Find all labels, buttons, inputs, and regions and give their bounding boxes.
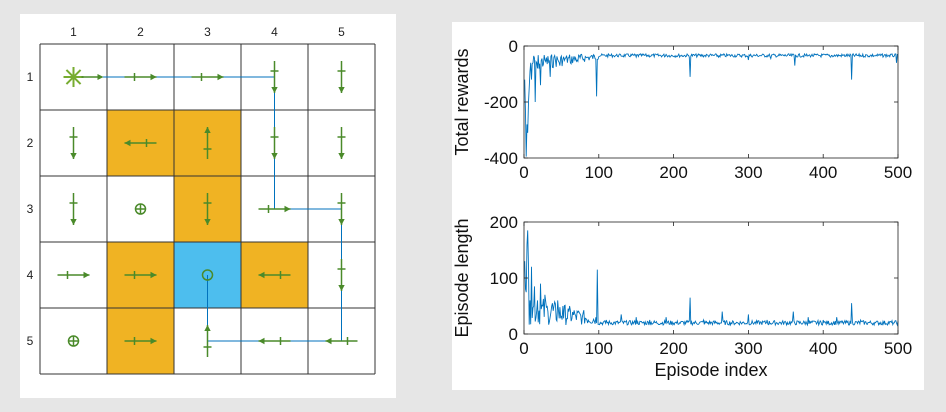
action-arrow-head xyxy=(150,73,157,81)
x-axis-label: Episode index xyxy=(654,360,767,380)
row-label: 5 xyxy=(27,334,34,348)
col-label: 4 xyxy=(271,25,278,39)
plot-frame xyxy=(523,45,899,159)
row-label: 4 xyxy=(27,268,34,282)
y-axis-label: Total rewards xyxy=(452,48,472,155)
x-tick-label: 400 xyxy=(809,163,837,182)
x-tick-label: 100 xyxy=(585,163,613,182)
row-label: 1 xyxy=(27,70,34,84)
col-label: 2 xyxy=(137,25,144,39)
x-tick-label: 200 xyxy=(659,163,687,182)
action-arrow-head xyxy=(284,205,291,213)
training-curves-panel: 0 100 200 300 400 500 0 -200 -400 Total rewards 0 1… xyxy=(452,22,924,390)
action-arrow-head xyxy=(258,271,265,279)
x-tick-label: 300 xyxy=(734,163,762,182)
action-arrow-head xyxy=(217,73,224,81)
x-tick-label: 0 xyxy=(519,339,528,358)
action-arrow-head xyxy=(204,219,211,225)
y-tick-label: 100 xyxy=(490,269,518,288)
grid-world-figure: 1 2 3 4 5 1 2 3 4 5 xyxy=(27,25,376,375)
series-line-0 xyxy=(524,52,899,157)
grid-world-panel: 1 2 3 4 5 1 2 3 4 5 xyxy=(20,14,396,398)
y-tick-label: -400 xyxy=(484,149,518,168)
series-line-1 xyxy=(524,230,899,327)
x-tick-label: 0 xyxy=(519,163,528,182)
col-label: 1 xyxy=(70,25,77,39)
x-tick-label: 300 xyxy=(734,339,762,358)
y-tick-label: -200 xyxy=(484,93,518,112)
action-arrow-head xyxy=(338,153,345,159)
y-tick-label: 0 xyxy=(509,325,518,344)
target-stay-circle-icon xyxy=(201,269,214,281)
action-arrow-head xyxy=(271,87,278,93)
x-tick-label: 400 xyxy=(809,339,837,358)
y-tick-label: 200 xyxy=(490,213,518,232)
action-arrow-head xyxy=(338,219,345,225)
action-arrow-head xyxy=(70,153,77,159)
row-label: 2 xyxy=(27,136,34,150)
action-arrow-head xyxy=(70,219,77,225)
row-label: 3 xyxy=(27,202,34,216)
plot-frame xyxy=(523,221,899,335)
x-tick-label: 500 xyxy=(884,339,912,358)
col-label: 5 xyxy=(338,25,345,39)
start-star-icon xyxy=(65,69,82,85)
action-arrow-head xyxy=(338,87,345,93)
action-arrow-head xyxy=(150,337,157,345)
training-curves-figure: 0 100 200 300 400 500 0 -200 -400 Total rewards 0 1… xyxy=(452,37,912,380)
action-arrow-head xyxy=(124,139,131,147)
action-arrow-head xyxy=(83,271,90,279)
y-tick-label: 0 xyxy=(509,37,518,56)
action-arrow-head xyxy=(204,127,211,133)
x-tick-label: 500 xyxy=(884,163,912,182)
x-tick-label: 100 xyxy=(585,339,613,358)
action-arrow-head xyxy=(97,74,104,80)
action-arrow-head xyxy=(325,337,332,345)
y-axis-label: Episode length xyxy=(452,218,472,337)
action-arrow-head xyxy=(204,325,211,331)
col-label: 3 xyxy=(204,25,211,39)
action-arrow-head xyxy=(338,285,345,291)
action-arrow-head xyxy=(150,271,157,279)
x-tick-label: 200 xyxy=(659,339,687,358)
action-arrow-head xyxy=(258,337,265,345)
action-arrow-head xyxy=(271,153,278,159)
